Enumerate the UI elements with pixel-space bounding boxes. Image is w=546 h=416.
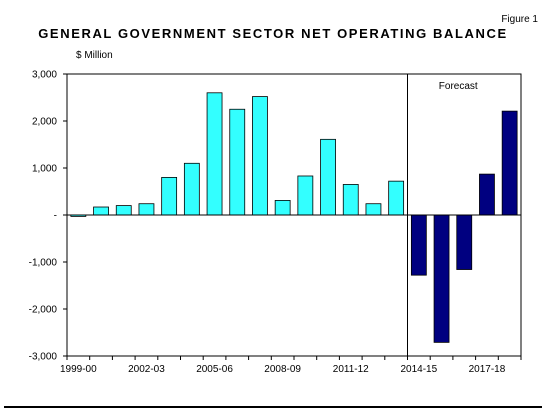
bar-2009-10 bbox=[297, 175, 314, 216]
y-axis-label: $ Million bbox=[76, 50, 113, 61]
x-tick-label: 2014-15 bbox=[400, 364, 437, 375]
y-tick-label: - bbox=[54, 211, 57, 222]
y-tick-label: 1,000 bbox=[32, 164, 57, 175]
forecast-label: Forecast bbox=[439, 81, 478, 92]
y-tick-label: -3,000 bbox=[29, 352, 58, 363]
bar-2002-03 bbox=[138, 203, 155, 216]
bar-2010-11 bbox=[320, 138, 336, 216]
chart-title: GENERAL GOVERNMENT SECTOR NET OPERATING … bbox=[38, 26, 508, 41]
bar-2005-06 bbox=[206, 92, 223, 216]
bar-2001-02 bbox=[115, 205, 132, 216]
bar-2013-14 bbox=[388, 180, 405, 216]
bar-2000-01 bbox=[93, 206, 109, 216]
x-tick-label: 2008-09 bbox=[264, 364, 301, 375]
x-tick-label: 2002-03 bbox=[128, 364, 165, 375]
bar-2011-12 bbox=[342, 184, 359, 216]
bar-2016-17 bbox=[456, 214, 473, 270]
bar-2008-09 bbox=[274, 200, 291, 216]
bar-2018-19 bbox=[501, 110, 518, 216]
x-tick-label: 1999-00 bbox=[60, 364, 97, 375]
y-tick-label: -2,000 bbox=[29, 305, 58, 316]
bar-2006-07 bbox=[229, 108, 246, 216]
y-tick-label: 3,000 bbox=[32, 70, 57, 81]
bar-2014-15 bbox=[410, 214, 427, 276]
y-tick-label: -1,000 bbox=[29, 258, 58, 269]
bar-2007-08 bbox=[252, 96, 268, 216]
x-tick-label: 2011-12 bbox=[333, 364, 369, 375]
bar-2015-16 bbox=[433, 214, 450, 343]
bar-2017-18 bbox=[479, 173, 495, 216]
bar-2004-05 bbox=[183, 162, 200, 216]
bar-2012-13 bbox=[365, 203, 382, 216]
y-tick-label: 2,000 bbox=[32, 117, 57, 128]
x-tick-label: 2005-06 bbox=[196, 364, 233, 375]
figure-label: Figure 1 bbox=[501, 14, 538, 25]
bar-2003-04 bbox=[161, 176, 178, 216]
x-tick-label: 2017-18 bbox=[469, 364, 506, 375]
